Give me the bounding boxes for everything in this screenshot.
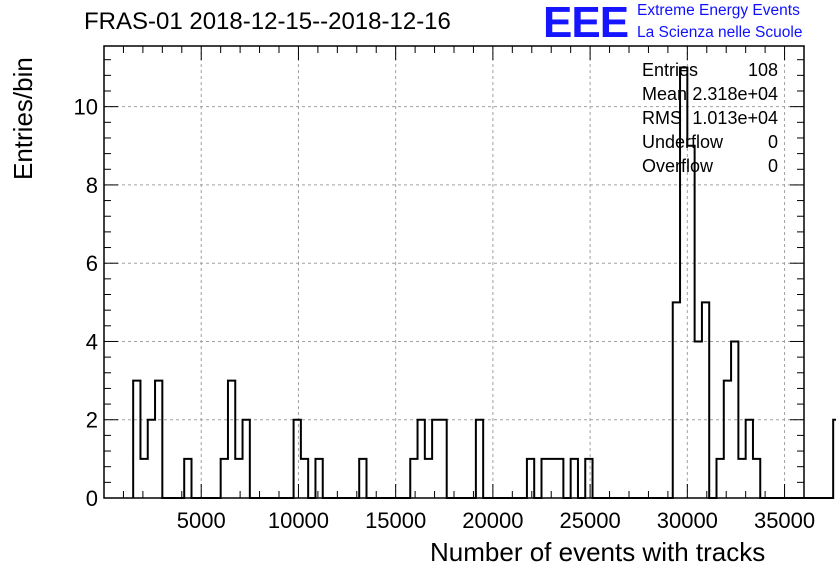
stats-box: Entries 108 Mean 2.318e+04 RMS 1.013e+04… [640, 60, 780, 180]
chart-title: FRAS-01 2018-12-15--2018-12-16 [84, 8, 451, 35]
y-tick-label: 4 [86, 329, 98, 354]
y-tick-label: 8 [86, 173, 98, 198]
plot-frame [103, 45, 805, 499]
y-tick-label: 6 [86, 251, 98, 276]
stat-value: 0 [767, 156, 778, 176]
x-tick-label: 20000 [462, 508, 523, 533]
x-tick-label: 5000 [177, 508, 226, 533]
stat-value: 1.013e+04 [692, 108, 778, 128]
eee-logo: EEE [543, 0, 629, 47]
y-axis-label: Entries/bin [8, 57, 38, 180]
stat-name: RMS [642, 108, 682, 128]
x-tick-label: 25000 [560, 508, 621, 533]
stat-row-mean: Mean 2.318e+04 [640, 84, 780, 108]
stat-name: Underflow [642, 132, 724, 152]
x-tick-label: 15000 [365, 508, 426, 533]
stat-row-entries: Entries 108 [640, 60, 780, 84]
stat-name: Overflow [642, 156, 714, 176]
stat-value: 2.318e+04 [692, 84, 778, 104]
stat-row-rms: RMS 1.013e+04 [640, 108, 780, 132]
y-tick-label: 10 [74, 95, 98, 120]
eee-logo-line2: La Scienza nelle Scuole [637, 24, 803, 41]
stat-value: 108 [747, 60, 778, 80]
stat-value: 0 [767, 132, 778, 152]
x-axis-label: Number of events with tracks [430, 537, 766, 567]
eee-logo-line1: Extreme Energy Events [637, 2, 800, 19]
y-tick-label: 2 [86, 408, 98, 433]
stat-row-overflow: Overflow 0 [640, 156, 780, 180]
stat-name: Mean [642, 84, 688, 104]
stat-name: Entries [642, 60, 699, 80]
x-tick-label: 10000 [268, 508, 329, 533]
x-tick-label: 35000 [754, 508, 815, 533]
y-tick-label: 0 [86, 486, 98, 511]
x-tick-label: 30000 [657, 508, 718, 533]
stat-row-underflow: Underflow 0 [640, 132, 780, 156]
